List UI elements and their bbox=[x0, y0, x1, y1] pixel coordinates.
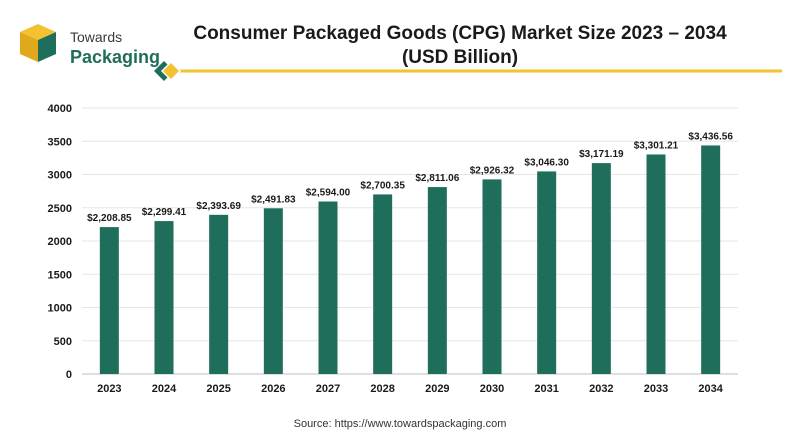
source-note: Source: https://www.towardspackaging.com bbox=[293, 418, 507, 430]
x-tick-label: 2028 bbox=[370, 383, 394, 395]
y-tick-label: 0 bbox=[66, 369, 72, 381]
x-tick-label: 2024 bbox=[152, 383, 177, 395]
y-tick-label: 3500 bbox=[48, 136, 72, 148]
bar bbox=[318, 201, 338, 374]
bar bbox=[701, 145, 721, 374]
page-title: Consumer Packaged Goods (CPG) Market Siz… bbox=[180, 22, 740, 70]
x-tick-label: 2029 bbox=[425, 383, 449, 395]
data-label: $3,436.56 bbox=[688, 131, 733, 142]
box-logo-icon bbox=[20, 24, 56, 62]
y-tick-label: 2000 bbox=[48, 236, 72, 248]
y-tick-label: 500 bbox=[54, 336, 72, 348]
y-tick-label: 3000 bbox=[48, 170, 72, 182]
data-label: $2,208.85 bbox=[87, 213, 132, 224]
x-tick-label: 2030 bbox=[480, 383, 504, 395]
data-label: $2,299.41 bbox=[142, 207, 187, 218]
x-tick-label: 2031 bbox=[534, 383, 558, 395]
data-label: $2,393.69 bbox=[196, 201, 241, 212]
data-label: $3,046.30 bbox=[524, 157, 569, 168]
bar bbox=[591, 163, 611, 374]
bar bbox=[427, 187, 447, 374]
brand-logo: Towards Packaging bbox=[16, 14, 166, 67]
bar bbox=[154, 221, 174, 374]
x-tick-label: 2026 bbox=[261, 383, 285, 395]
title-line-1: Consumer Packaged Goods (CPG) Market Siz… bbox=[193, 23, 727, 44]
data-label: $2,594.00 bbox=[306, 187, 351, 198]
data-label: $2,491.83 bbox=[251, 194, 296, 205]
logo-text-packaging: Packaging bbox=[70, 47, 161, 67]
logo-text-towards: Towards bbox=[70, 29, 123, 45]
title-line-2: (USD Billion) bbox=[401, 47, 519, 68]
data-label: $2,700.35 bbox=[360, 180, 405, 191]
x-tick-label: 2034 bbox=[698, 383, 723, 395]
y-tick-label: 1000 bbox=[48, 303, 72, 315]
bar bbox=[263, 208, 283, 374]
data-label: $2,926.32 bbox=[470, 165, 515, 176]
divider-diamond-icon bbox=[154, 60, 782, 82]
data-label: $3,301.21 bbox=[634, 140, 679, 151]
x-tick-label: 2025 bbox=[206, 383, 230, 395]
data-label: $2,811.06 bbox=[415, 173, 459, 184]
bar bbox=[209, 214, 229, 374]
bar bbox=[99, 227, 119, 374]
y-tick-label: 1500 bbox=[48, 269, 72, 281]
title-divider bbox=[150, 60, 790, 82]
x-tick-label: 2023 bbox=[97, 383, 121, 395]
x-tick-label: 2033 bbox=[644, 383, 668, 395]
data-label: $3,171.19 bbox=[579, 149, 624, 160]
bar bbox=[646, 154, 666, 374]
y-tick-label: 2500 bbox=[48, 203, 72, 215]
x-tick-label: 2032 bbox=[589, 383, 613, 395]
bar bbox=[373, 194, 393, 374]
x-tick-label: 2027 bbox=[316, 383, 340, 395]
bar bbox=[482, 179, 502, 374]
y-tick-label: 4000 bbox=[48, 103, 72, 115]
bar bbox=[537, 171, 557, 374]
